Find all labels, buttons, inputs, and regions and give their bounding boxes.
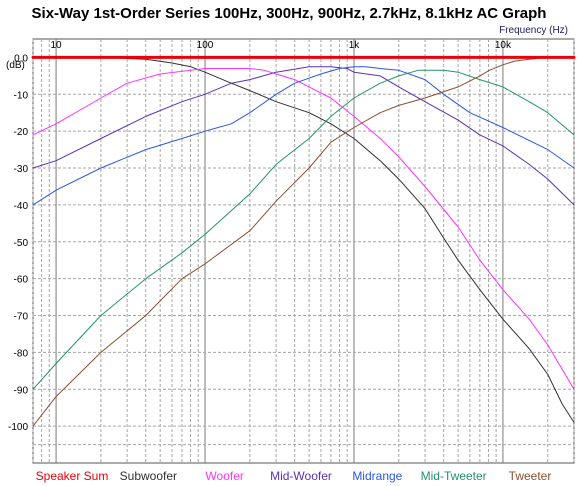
x-tick-label: 10k bbox=[495, 40, 512, 51]
legend-item-tweeter: Tweeter bbox=[509, 469, 552, 483]
chart-title: Six-Way 1st-Order Series 100Hz, 300Hz, 9… bbox=[32, 5, 547, 22]
legend-item-speaker-sum: Speaker Sum bbox=[36, 469, 109, 483]
x-tick-label: 100 bbox=[197, 40, 214, 51]
legend-item-subwoofer: Subwoofer bbox=[120, 469, 177, 483]
y-axis-label: (dB) bbox=[6, 60, 25, 71]
legend-item-midrange: Midrange bbox=[352, 469, 402, 483]
legend-item-mid-woofer: Mid-Woofer bbox=[270, 469, 332, 483]
y-tick-label: -60 bbox=[14, 275, 29, 286]
y-tick-label: -80 bbox=[14, 348, 29, 359]
legend-item-mid-tweeter: Mid-Tweeter bbox=[421, 469, 487, 483]
y-tick-label: -30 bbox=[14, 164, 29, 175]
series-line-tweeter bbox=[32, 56, 575, 427]
series-line-woofer bbox=[32, 68, 575, 390]
x-tick-label: 1k bbox=[349, 40, 361, 51]
y-tick-label: 0.0 bbox=[14, 53, 28, 64]
series-lines bbox=[31, 55, 576, 427]
x-axis-ticks: 10 100 1k 10k bbox=[51, 40, 512, 51]
series-line-subwoofer bbox=[32, 56, 575, 423]
y-tick-label: -20 bbox=[14, 127, 29, 138]
series-line-mid-tweeter bbox=[32, 69, 575, 390]
series-line-midrange bbox=[32, 66, 575, 206]
legend-item-woofer: Woofer bbox=[205, 469, 243, 483]
y-tick-label: -40 bbox=[14, 201, 29, 212]
y-tick-label: -70 bbox=[14, 312, 29, 323]
y-tick-label: -10 bbox=[14, 90, 29, 101]
series-line-mid-woofer bbox=[32, 66, 575, 206]
y-tick-label: -90 bbox=[14, 385, 29, 396]
x-axis-label: Frequency (Hz) bbox=[499, 25, 568, 36]
legend: Speaker Sum Subwoofer Woofer Mid-Woofer Midr… bbox=[36, 469, 552, 483]
y-tick-label: -100 bbox=[8, 422, 28, 433]
y-axis-ticks: 0.0 -10 -20 -30 -40 -50 -60 -70 -80 -90 -100 bbox=[8, 53, 28, 433]
x-tick-label: 10 bbox=[51, 40, 63, 51]
plot-area bbox=[32, 38, 575, 464]
y-tick-label: -50 bbox=[14, 238, 29, 249]
